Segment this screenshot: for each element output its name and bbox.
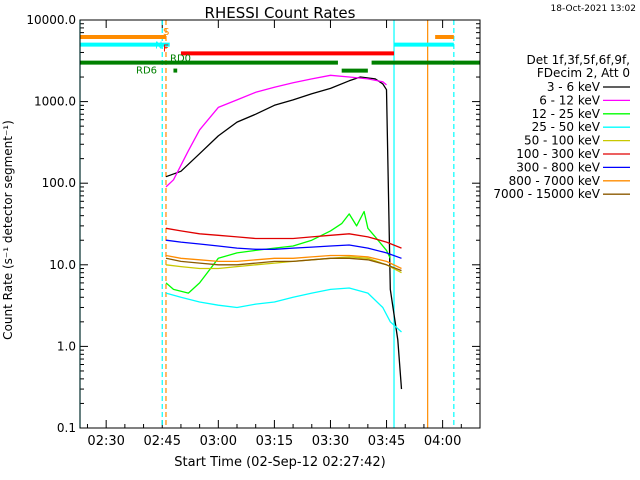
plot-frame [79,19,481,429]
legend-label-100-300-kev: 100 - 300 keV [516,147,600,161]
x-tick-label: 03:15 [256,434,293,449]
legend-label-6-12-kev: 6 - 12 keV [539,93,601,107]
x-tick-label: 03:45 [368,434,405,449]
series-line-7000-15000-kev [165,257,402,272]
y-tick-label: 1000.0 [34,95,76,109]
flag-label-s: S [163,27,169,38]
chart-title: RHESSI Count Rates [205,4,356,22]
series-line-6-12-kev [165,74,387,188]
x-tick-label: 03:30 [312,434,349,449]
series-line-300-800-kev [165,239,402,259]
series-line-100-300-kev [165,227,402,249]
y-tick-label: 10000.0 [26,13,76,27]
legend-label-25-50-kev: 25 - 50 keV [532,120,601,134]
legend-header-line-1: Det 1f,3f,5f,6f,9f, [526,53,630,67]
x-axis-label: Start Time (02-Sep-12 02:27:42) [174,455,385,470]
legend-label-50-100-kev: 50 - 100 keV [524,134,601,148]
y-tick-label: 10.0 [49,258,76,272]
legend-label-12-25-kev: 12 - 25 keV [532,107,601,121]
flag-label-rd6: RD6 [136,66,157,77]
series-line-25-50-kev [165,287,402,333]
x-tick-label: 04:00 [424,434,461,449]
legend-label-7000-15000-kev: 7000 - 15000 keV [493,187,600,201]
legend-label-800-7000-kev: 800 - 7000 keV [509,174,601,188]
legend: Det 1f,3f,5f,6f,9f, FDecim 2, Att 0 3 - … [493,53,630,201]
series-line-3-6-kev [165,76,403,390]
flag-label-rd0: RD0 [170,54,191,65]
x-tick-label: 02:30 [87,434,124,449]
series-line-50-100-kev [165,256,402,274]
series-line-800-7000-kev [165,254,402,270]
legend-label-3-6-kev: 3 - 6 keV [547,80,601,94]
y-axis-label: Count Rate (s⁻¹ detector segment⁻¹) [1,120,15,340]
generated-timestamp: 18-Oct-2021 13:02 [551,4,636,14]
plot-area [79,19,481,429]
flag-label-f: F [163,43,169,54]
y-tick-label: 0.1 [57,421,76,435]
legend-label-300-800-kev: 300 - 800 keV [516,160,600,174]
y-tick-label: 100.0 [42,176,76,190]
series-line-12-25-kev [165,210,391,294]
y-tick-label: 1.0 [57,339,76,353]
flag-label-n: N [155,41,162,52]
x-tick-label: 02:45 [144,434,181,449]
legend-header-line-2: FDecim 2, Att 0 [537,66,630,80]
x-tick-label: 03:00 [200,434,237,449]
